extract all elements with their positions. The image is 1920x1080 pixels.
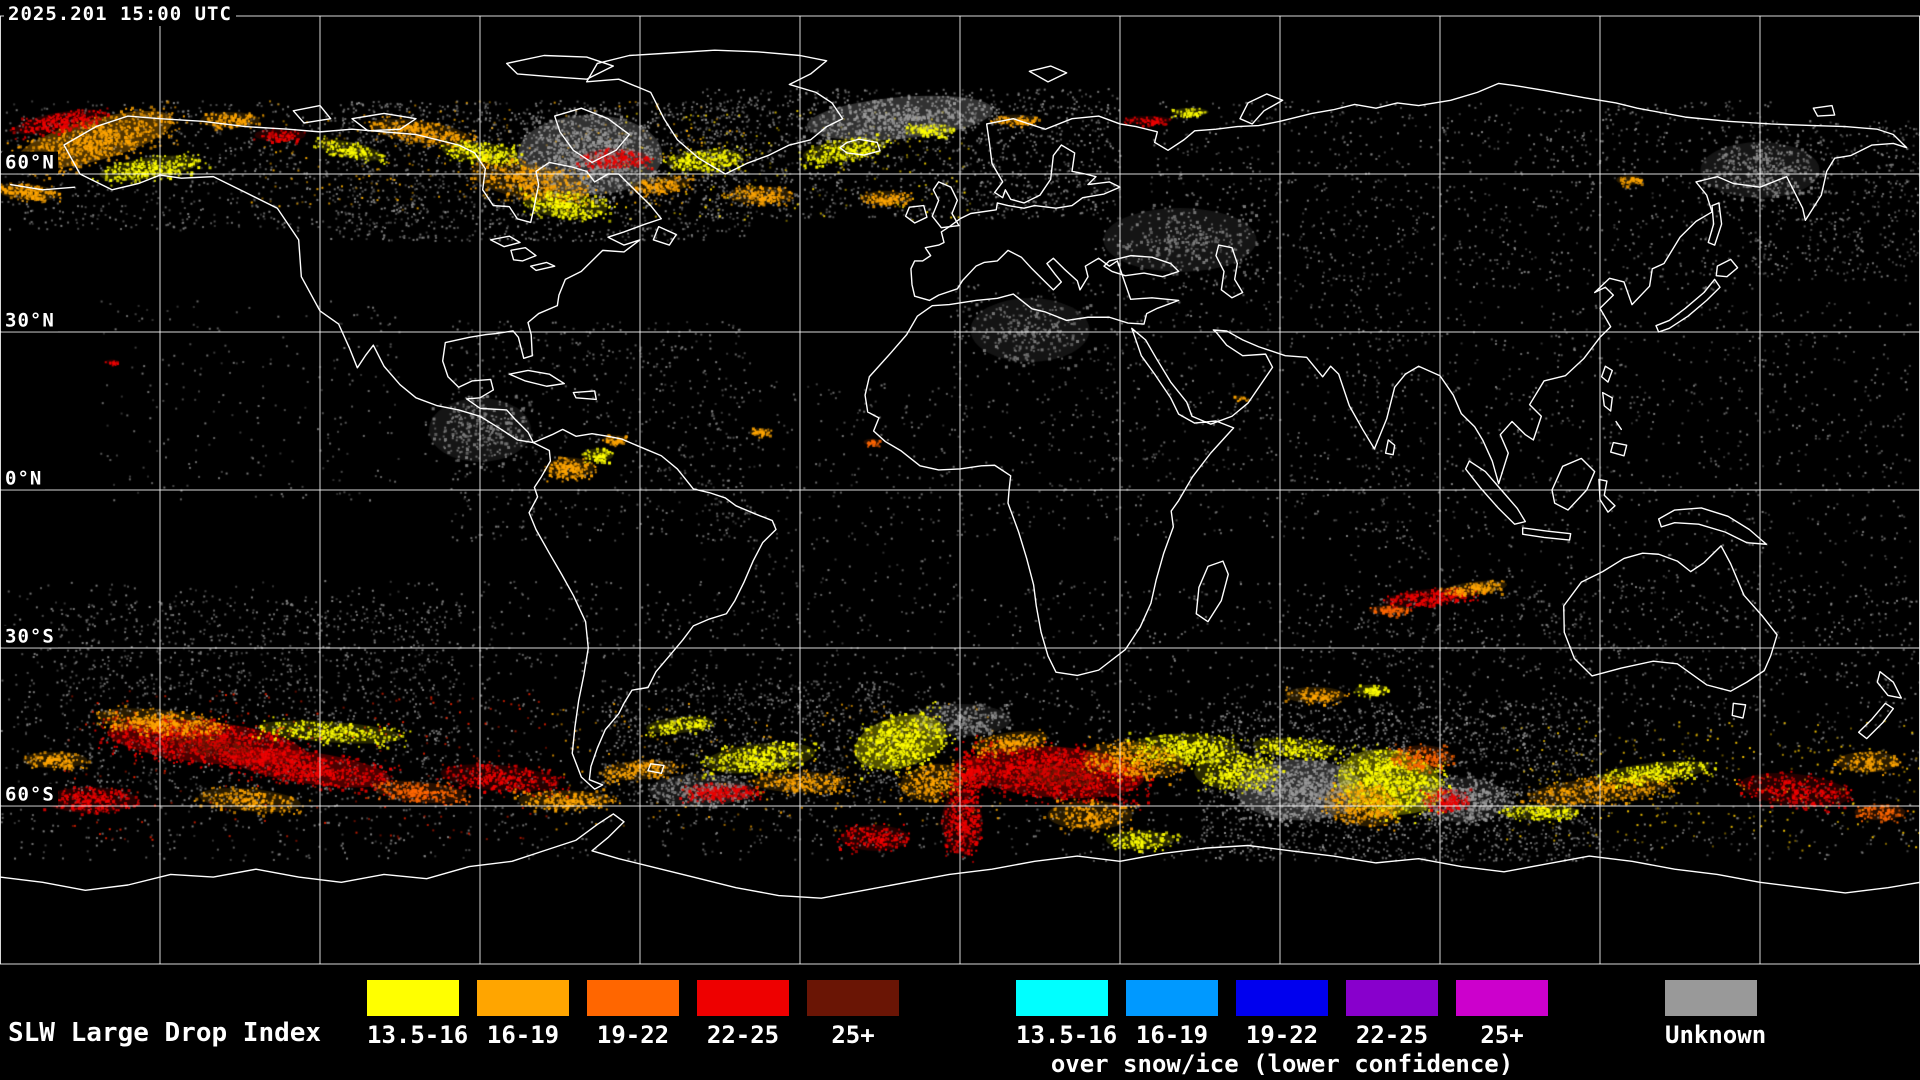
coast-eurasia-africa [865, 83, 1907, 675]
legend-label: 22-25 [1355, 1021, 1429, 1049]
coastlines-layer [0, 16, 1920, 964]
coast-hispaniola [573, 391, 596, 399]
legend-label: 25+ [1480, 1021, 1524, 1049]
legend-swatch [807, 980, 899, 1016]
legend-unknown-group: Unknown [1665, 980, 1767, 1049]
coast-borneo [1552, 458, 1595, 510]
legend-swatch [1346, 980, 1438, 1016]
coast-novaya-zemlya [1240, 94, 1283, 124]
coast-north-america [64, 116, 661, 443]
coast-java [1523, 528, 1571, 540]
legend-label: 16-19 [486, 1021, 560, 1049]
legend-warm-group: 13.5-16 16-19 19-22 22-25 25+ [367, 980, 899, 1049]
coast-great-lakes [491, 236, 555, 270]
coast-sumatra [1466, 461, 1526, 524]
legend-label: 13.5-16 [367, 1021, 469, 1049]
coast-madagascar [1196, 561, 1228, 622]
coast-sakhalin [1708, 203, 1721, 245]
legend-item: Unknown [1665, 980, 1767, 1049]
legend-swatch [1016, 980, 1108, 1016]
coast-australia [1564, 546, 1777, 691]
legend-swatch [697, 980, 789, 1016]
legend-swatch [1236, 980, 1328, 1016]
coast-philippines [1603, 393, 1627, 456]
coast-new-zealand [1859, 672, 1902, 739]
coast-wrangel [1813, 106, 1834, 117]
legend-swatch [1665, 980, 1757, 1016]
legend-swatch [1456, 980, 1548, 1016]
coast-tasmania [1732, 703, 1745, 718]
coast-caspian-sea [1216, 245, 1243, 298]
coast-sri-lanka [1386, 440, 1395, 455]
legend: SLW Large Drop Index 13.5-16 16-19 19-22 22… [0, 970, 1920, 1080]
coast-taiwan [1602, 366, 1613, 382]
legend-label: 25+ [831, 1021, 875, 1049]
legend-item: 25+ [1456, 980, 1548, 1049]
timestamp: 2025.201 15:00 UTC [4, 2, 236, 26]
legend-swatch [367, 980, 459, 1016]
lat-label-0°N: 0°N [2, 467, 46, 490]
coast-japan [1656, 259, 1738, 332]
coast-arctic-islands [293, 56, 629, 163]
coast-antarctica [0, 814, 1920, 898]
legend-cold-caption: over snow/ice (lower confidence) [1050, 1050, 1514, 1078]
coast-svalbard [1029, 66, 1066, 82]
coast-great-britain [932, 182, 959, 228]
legend-title: SLW Large Drop Index [8, 1018, 322, 1048]
legend-cold-group: 13.5-16 16-19 19-22 22-25 25+ [1016, 980, 1548, 1049]
coast-greenland [587, 50, 843, 174]
legend-item: 22-25 [697, 980, 789, 1049]
coast-black-sea [1104, 256, 1179, 277]
legend-item: 19-22 [1236, 980, 1328, 1049]
legend-swatch [587, 980, 679, 1016]
coast-newfoundland [653, 227, 676, 245]
legend-swatch [1126, 980, 1218, 1016]
legend-item: 19-22 [587, 980, 679, 1049]
legend-item: 16-19 [1126, 980, 1218, 1049]
coast-iceland [840, 139, 880, 155]
coast-sulawesi [1599, 479, 1615, 512]
legend-label: 13.5-16 [1016, 1021, 1118, 1049]
legend-item: 16-19 [477, 980, 569, 1049]
legend-label: 22-25 [706, 1021, 780, 1049]
coast-south-america [529, 429, 776, 789]
lat-label-30°N: 30°N [2, 309, 58, 332]
legend-label: 16-19 [1135, 1021, 1209, 1049]
legend-item: 13.5-16 [367, 980, 469, 1049]
coast-new-guinea [1659, 508, 1767, 544]
lat-label-60°S: 60°S [2, 783, 58, 806]
legend-label: Unknown [1665, 1021, 1767, 1049]
coast-cuba [509, 370, 564, 386]
legend-item: 25+ [807, 980, 899, 1049]
coast-ireland [906, 206, 927, 223]
legend-swatch [477, 980, 569, 1016]
legend-item: 13.5-16 [1016, 980, 1118, 1049]
lat-label-60°N: 60°N [2, 151, 58, 174]
coast-aleutians [11, 185, 75, 190]
legend-label: 19-22 [596, 1021, 670, 1049]
coast-falklands [648, 764, 664, 773]
legend-label: 19-22 [1245, 1021, 1319, 1049]
legend-item: 22-25 [1346, 980, 1438, 1049]
lat-label-30°S: 30°S [2, 625, 58, 648]
